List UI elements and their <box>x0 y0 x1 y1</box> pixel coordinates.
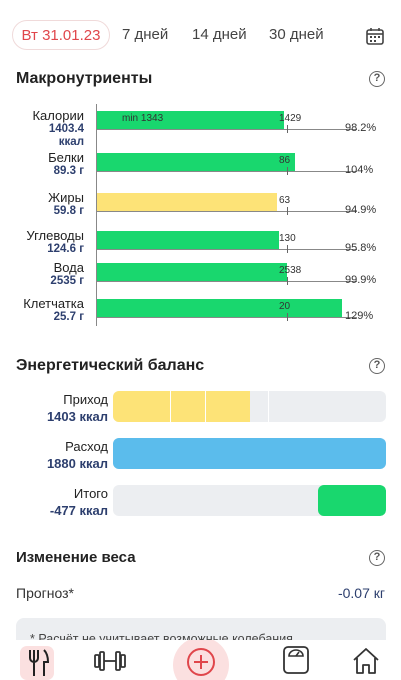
macro-name: Вода <box>53 260 84 275</box>
energy-income-name: Приход <box>63 392 108 407</box>
macro-name: Жиры <box>48 190 84 205</box>
energy-income-value: 1403 ккал <box>46 409 108 424</box>
macro-name: Белки <box>48 150 84 165</box>
macro-bar <box>97 153 295 171</box>
macros-axis <box>96 104 97 326</box>
forecast-label: Прогноз* <box>16 585 74 601</box>
macro-bar <box>97 193 277 211</box>
macro-value-line: 59.8 г <box>53 205 84 217</box>
macro-baseline <box>97 281 357 282</box>
energy-total-value: -477 ккал <box>49 503 108 518</box>
date-tabs: Вт 31.01.23 7 дней 14 дней 30 дней <box>12 20 389 52</box>
macro-bar <box>97 231 279 249</box>
macro-target-tick <box>287 207 288 215</box>
macro-target-tick <box>287 125 288 133</box>
macro-baseline <box>97 249 357 250</box>
scale-icon[interactable] <box>276 644 316 678</box>
macro-value: 1403.4 ккал <box>49 123 84 149</box>
energy-total-bar <box>318 485 386 516</box>
macro-target-tick <box>287 245 288 253</box>
macro-percent: 98.2% <box>345 122 377 134</box>
weight-title: Изменение веса <box>16 549 136 566</box>
fork-knife-icon[interactable] <box>18 646 58 680</box>
macro-value: 59.8 г <box>54 205 84 218</box>
macro-value-line: 124.6 г <box>47 243 84 255</box>
home-icon[interactable] <box>346 644 386 678</box>
macros-help-icon[interactable]: ? <box>369 71 385 87</box>
tab-7-days[interactable]: 7 дней <box>122 26 169 43</box>
macro-value-line: 25.7 г <box>53 311 84 323</box>
macro-value-unit: ккал <box>58 136 84 148</box>
macro-min-label: min 1343 <box>122 113 164 124</box>
energy-title: Энергетический баланс <box>16 357 205 374</box>
macro-baseline <box>97 317 357 318</box>
macro-percent: 99.9% <box>345 274 377 286</box>
macro-bar <box>97 299 342 317</box>
macro-target-label: 86 <box>279 155 291 166</box>
macro-target-label: 1429 <box>279 113 302 124</box>
energy-total-name: Итого <box>73 486 108 501</box>
energy-total-track <box>113 485 386 516</box>
macro-value: 89.3 г <box>54 165 84 178</box>
energy-expense-value: 1880 ккал <box>46 456 108 471</box>
forecast-value: -0.07 кг <box>337 585 385 601</box>
energy-row-income: Приход 1403 ккал <box>0 391 401 425</box>
macro-baseline <box>97 211 357 212</box>
macro-target-tick <box>287 313 288 321</box>
macro-target-label: 63 <box>279 195 291 206</box>
macro-value-line: 1403.4 <box>48 123 84 135</box>
energy-row-expense: Расход 1880 ккал <box>0 438 401 472</box>
macro-name: Углеводы <box>26 228 84 243</box>
macro-percent: 94.9% <box>345 204 377 216</box>
macro-target-label: 130 <box>279 233 296 244</box>
macro-target-tick <box>287 277 288 285</box>
macro-value-line: 2535 г <box>50 275 84 287</box>
segment-divider <box>268 391 269 422</box>
energy-total-label: Итого -477 ккал <box>50 485 108 519</box>
energy-income-label: Приход 1403 ккал <box>47 391 108 425</box>
energy-expense-label: Расход 1880 ккал <box>47 438 108 472</box>
macro-row: Углеводы 124.6 г 130 95.8% <box>0 228 401 262</box>
weight-help-icon[interactable]: ? <box>369 550 385 566</box>
macro-value: 124.6 г <box>47 243 84 256</box>
bottom-nav <box>0 640 401 680</box>
macro-percent: 129% <box>345 310 374 322</box>
macro-target-tick <box>287 167 288 175</box>
segment-divider <box>205 391 206 422</box>
macro-target-label: 2538 <box>279 265 302 276</box>
macro-name: Калории <box>32 108 84 123</box>
energy-row-total: Итого -477 ккал <box>0 485 401 519</box>
macro-bar <box>97 263 287 281</box>
macro-value-line: 89.3 г <box>53 165 84 177</box>
energy-income-track <box>113 391 386 422</box>
tab-30-days[interactable]: 30 дней <box>269 26 324 43</box>
macro-bar <box>97 111 284 129</box>
energy-expense-track <box>113 438 386 469</box>
macro-percent: 104% <box>345 164 374 176</box>
macro-row: Белки 89.3 г 86 104% <box>0 150 401 184</box>
macro-row: Вода 2535 г 2538 99.9% <box>0 260 401 294</box>
macro-value: 25.7 г <box>54 311 84 324</box>
macro-row: Жиры 59.8 г 63 94.9% <box>0 190 401 224</box>
macro-baseline <box>97 129 357 130</box>
macro-target-label: 20 <box>279 301 291 312</box>
dumbbell-icon[interactable] <box>90 644 130 678</box>
energy-income-bar <box>113 391 250 422</box>
macro-baseline <box>97 171 357 172</box>
macros-chart: Калории 1403.4 ккал 1429 98.2% min 1343 Белки 8… <box>0 104 401 330</box>
macro-value: 2535 г <box>50 275 84 288</box>
tab-14-days[interactable]: 14 дней <box>192 26 247 43</box>
macro-row: Калории 1403.4 ккал 1429 98.2% min 1343 <box>0 108 401 148</box>
macro-percent: 95.8% <box>345 242 377 254</box>
macro-name: Клетчатка <box>23 296 84 311</box>
energy-expense-name: Расход <box>65 439 108 454</box>
energy-expense-bar <box>113 438 386 469</box>
calendar-icon[interactable] <box>365 26 385 46</box>
macro-row: Клетчатка 25.7 г 20 129% <box>0 296 401 330</box>
plus-icon[interactable] <box>172 640 230 680</box>
segment-divider <box>170 391 171 422</box>
energy-help-icon[interactable]: ? <box>369 358 385 374</box>
macros-title: Макронутриенты <box>16 70 153 87</box>
tab-today[interactable]: Вт 31.01.23 <box>12 20 110 50</box>
